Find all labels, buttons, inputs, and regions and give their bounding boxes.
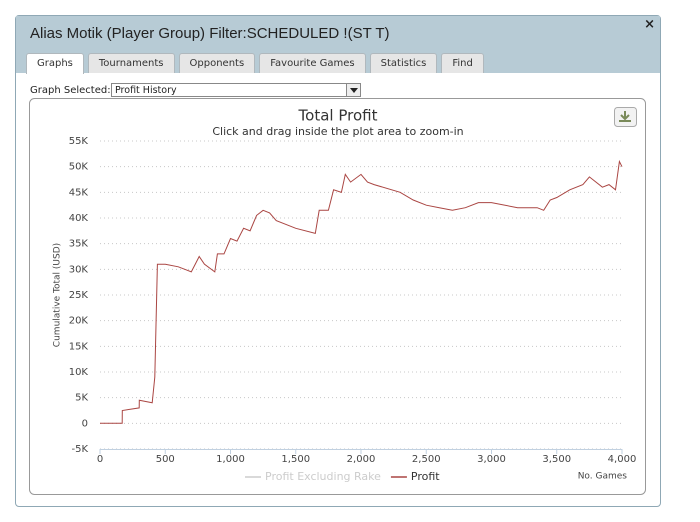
chart-panel xyxy=(29,98,646,495)
tab[interactable]: Find xyxy=(441,53,484,73)
window: Alias Motik (Player Group) Filter:SCHEDU… xyxy=(15,15,661,507)
tab[interactable]: Statistics xyxy=(369,53,438,73)
select-value: Profit History xyxy=(115,85,177,96)
x-tick-label: 500 xyxy=(156,454,175,465)
tab[interactable]: Favourite Games xyxy=(259,53,366,73)
tab[interactable]: Tournaments xyxy=(87,53,175,73)
y-tick-label: 0 xyxy=(82,418,88,429)
x-tick-label: 1,500 xyxy=(281,454,310,465)
export-button[interactable] xyxy=(614,107,637,127)
x-tick-label: 3,500 xyxy=(542,454,571,465)
close-button[interactable]: × xyxy=(644,17,655,32)
tab[interactable]: Opponents xyxy=(178,53,256,73)
x-tick-label: 2,000 xyxy=(347,454,376,465)
y-tick-label: 5K xyxy=(75,393,88,404)
chart-subtitle: Click and drag inside the plot area to z… xyxy=(212,125,463,138)
y-tick-label: 30K xyxy=(69,264,89,275)
legend-label[interactable]: Profit Excluding Rake xyxy=(265,470,381,483)
legend-label[interactable]: Profit xyxy=(411,470,440,483)
select-arrow[interactable] xyxy=(346,84,360,96)
graph-select[interactable]: Profit History xyxy=(111,83,361,97)
window-title: Alias Motik (Player Group) Filter:SCHEDU… xyxy=(30,25,390,42)
x-tick-label: 3,000 xyxy=(477,454,506,465)
tab-bar: Graphs Tournaments Opponents Favourite Game… xyxy=(26,53,488,74)
x-tick-label: 4,000 xyxy=(608,454,637,465)
y-axis-title: Cumulative Total (USD) xyxy=(53,243,63,347)
x-tick-label: 0 xyxy=(97,454,103,465)
y-tick-label: 50K xyxy=(69,162,89,173)
tab[interactable]: Graphs xyxy=(26,53,84,74)
selector-label: Graph Selected: xyxy=(30,85,111,96)
y-tick-label: 35K xyxy=(69,239,89,250)
y-tick-label: 10K xyxy=(69,367,89,378)
profit-line xyxy=(100,159,623,424)
y-tick-label: 20K xyxy=(69,316,89,327)
x-axis-title: No. Games xyxy=(578,472,628,482)
window-header: Alias Motik (Player Group) Filter:SCHEDU… xyxy=(16,16,660,74)
y-tick-label: 55K xyxy=(69,136,89,147)
y-tick-label: 40K xyxy=(69,213,89,224)
x-tick-label: 2,500 xyxy=(412,454,441,465)
x-tick-label: 1,000 xyxy=(216,454,245,465)
y-tick-label: 15K xyxy=(69,341,89,352)
y-tick-label: 25K xyxy=(69,290,89,301)
chart-title: Total Profit xyxy=(298,107,378,125)
y-tick-label: 45K xyxy=(69,187,89,198)
y-tick-label: -5K xyxy=(71,444,88,455)
